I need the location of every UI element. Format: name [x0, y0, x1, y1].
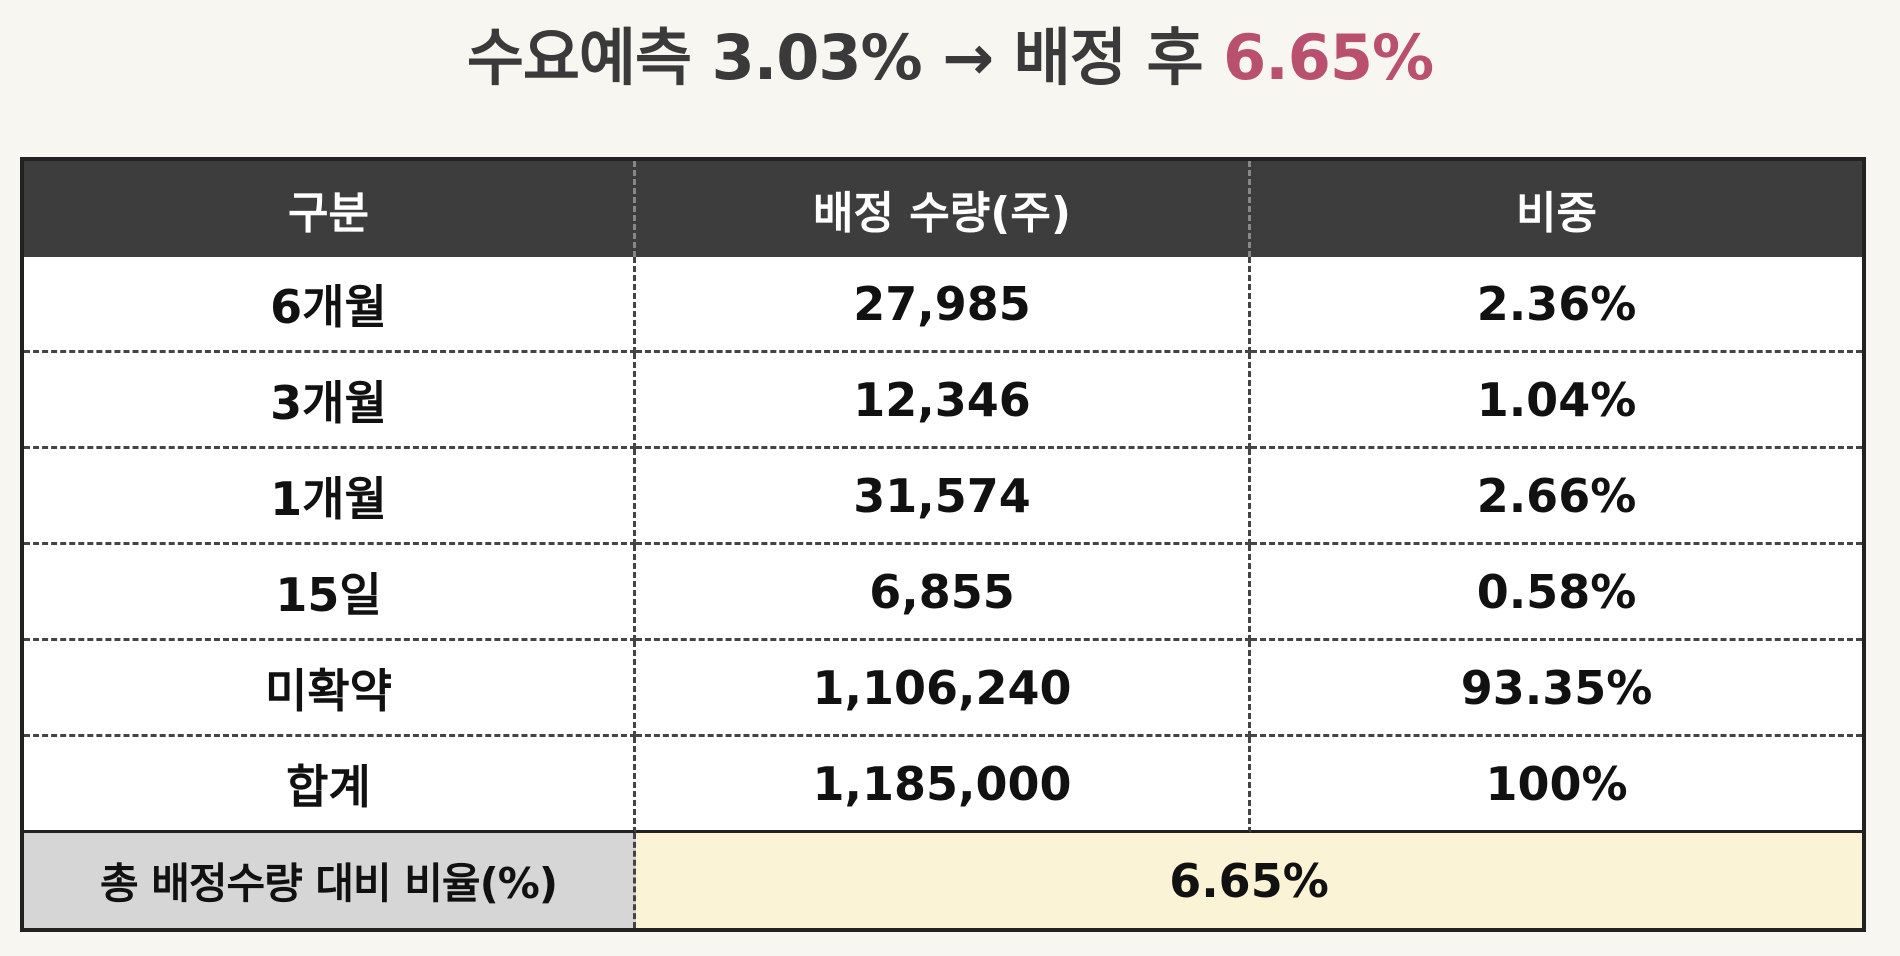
row-ratio: 93.35%	[1251, 641, 1862, 737]
row-category: 미확약	[24, 641, 636, 737]
title-prefix: 수요예측 3.03% → 배정 후	[466, 21, 1224, 94]
title-highlight: 6.65%	[1223, 21, 1434, 94]
footer-value: 6.65%	[636, 833, 1862, 928]
total-quantity: 1,185,000	[636, 737, 1251, 833]
total-category: 합계	[24, 737, 636, 833]
footer-label: 총 배정수량 대비 비율(%)	[24, 833, 636, 928]
row-ratio: 1.04%	[1251, 353, 1862, 449]
header-category: 구분	[24, 161, 636, 257]
row-category: 1개월	[24, 449, 636, 545]
row-quantity: 1,106,240	[636, 641, 1251, 737]
page-title: 수요예측 3.03% → 배정 후 6.65%	[0, 18, 1900, 98]
allocation-table: 구분 배정 수량(주) 비중 6개월 27,985 2.36% 3개월 12,3…	[20, 157, 1866, 932]
row-category: 6개월	[24, 257, 636, 353]
row-quantity: 12,346	[636, 353, 1251, 449]
row-quantity: 27,985	[636, 257, 1251, 353]
row-category: 3개월	[24, 353, 636, 449]
row-category: 15일	[24, 545, 636, 641]
row-ratio: 2.36%	[1251, 257, 1862, 353]
header-ratio: 비중	[1251, 161, 1862, 257]
row-ratio: 2.66%	[1251, 449, 1862, 545]
row-ratio: 0.58%	[1251, 545, 1862, 641]
header-quantity: 배정 수량(주)	[636, 161, 1251, 257]
row-quantity: 6,855	[636, 545, 1251, 641]
row-quantity: 31,574	[636, 449, 1251, 545]
total-ratio: 100%	[1251, 737, 1862, 833]
